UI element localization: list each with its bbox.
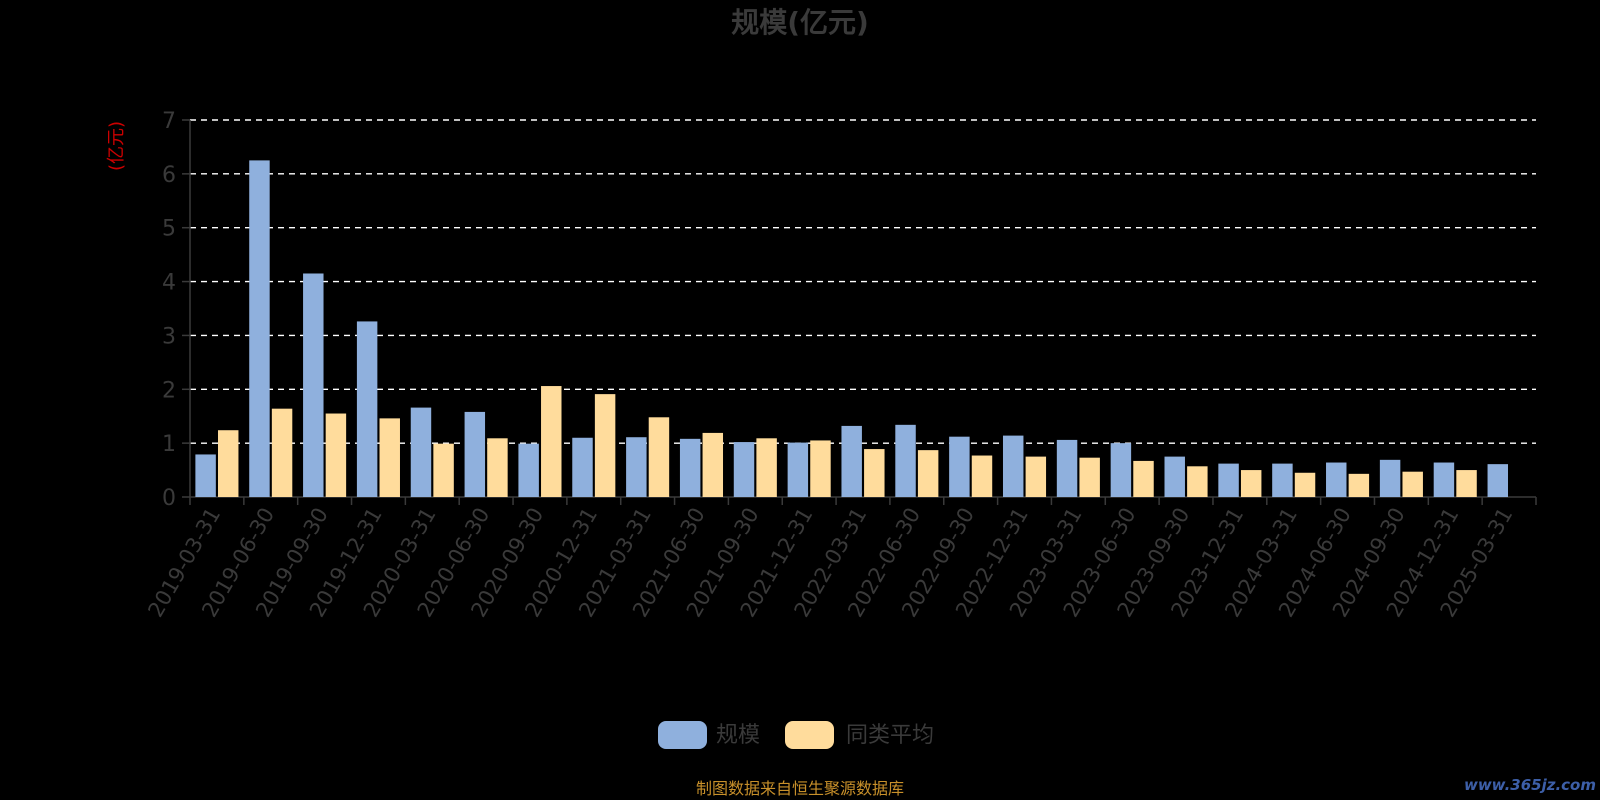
- bar-scale[interactable]: [195, 454, 216, 497]
- bar-peer-average[interactable]: [1240, 470, 1262, 497]
- bar-peer-average[interactable]: [971, 455, 993, 497]
- bar-peer-average[interactable]: [1456, 470, 1477, 497]
- bar-scale[interactable]: [572, 437, 593, 497]
- bar-scale[interactable]: [787, 442, 809, 497]
- legend-label-peer-average[interactable]: 同类平均: [846, 723, 934, 748]
- bar-scale[interactable]: [1218, 463, 1239, 497]
- bar-scale[interactable]: [1379, 459, 1401, 497]
- y-tick-label: 4: [162, 271, 176, 296]
- bar-peer-average[interactable]: [1133, 460, 1154, 497]
- bar-peer-average[interactable]: [1294, 472, 1316, 497]
- bar-peer-average[interactable]: [541, 386, 562, 497]
- x-axis-ticks: 2019-03-312019-06-302019-09-302019-12-31…: [143, 503, 1517, 621]
- legend-swatch-peer-average[interactable]: [785, 721, 834, 749]
- bar-peer-average[interactable]: [271, 408, 293, 497]
- bar-scale[interactable]: [949, 436, 970, 497]
- bar-peer-average[interactable]: [379, 418, 400, 497]
- bar-peer-average[interactable]: [487, 438, 508, 497]
- bar-scale[interactable]: [1002, 435, 1024, 497]
- y-tick-label: 3: [162, 324, 176, 349]
- bar-scale[interactable]: [733, 442, 755, 497]
- bar-peer-average[interactable]: [594, 394, 616, 497]
- bar-scale[interactable]: [1272, 463, 1293, 497]
- bar-scale[interactable]: [1487, 464, 1509, 497]
- bar-scale[interactable]: [1056, 439, 1078, 497]
- y-axis-ticks: 0 1 2 3 4 5 6 7: [162, 109, 176, 511]
- bar-scale[interactable]: [1110, 443, 1132, 497]
- legend-swatch-scale[interactable]: [658, 721, 707, 749]
- bar-scale[interactable]: [249, 160, 270, 497]
- bar-peer-average[interactable]: [917, 450, 939, 497]
- bar-peer-average[interactable]: [1025, 456, 1047, 497]
- chart-title: 规模(亿元): [731, 6, 869, 39]
- bar-peer-average[interactable]: [325, 413, 347, 497]
- bar-scale[interactable]: [518, 443, 539, 497]
- legend[interactable]: 规模 同类平均: [658, 721, 934, 749]
- bar-peer-average[interactable]: [1348, 473, 1370, 497]
- bar-scale[interactable]: [895, 424, 916, 497]
- bars: [195, 160, 1509, 497]
- bar-peer-average[interactable]: [864, 449, 885, 497]
- bar-scale[interactable]: [841, 425, 862, 497]
- bar-peer-average[interactable]: [1402, 471, 1423, 497]
- y-axis-unit-label: (亿元): [106, 121, 127, 171]
- y-tick-label: 2: [162, 378, 176, 403]
- watermark-logo: www.365jz.com: [1464, 776, 1596, 794]
- y-tick-label: 6: [162, 163, 176, 188]
- y-tick-label: 0: [162, 486, 176, 511]
- bar-peer-average[interactable]: [702, 432, 724, 497]
- bar-scale[interactable]: [626, 437, 647, 497]
- y-tick-label: 1: [162, 432, 176, 457]
- bar-scale[interactable]: [464, 411, 486, 497]
- bar-peer-average[interactable]: [433, 443, 454, 497]
- bar-peer-average[interactable]: [217, 430, 239, 497]
- bar-scale[interactable]: [1326, 462, 1347, 497]
- bar-peer-average[interactable]: [1187, 466, 1208, 497]
- legend-label-scale[interactable]: 规模: [716, 723, 760, 748]
- y-tick-label: 5: [162, 217, 176, 242]
- y-tick-label: 7: [162, 109, 176, 134]
- bar-peer-average[interactable]: [756, 438, 777, 497]
- bar-peer-average[interactable]: [1079, 457, 1100, 497]
- bar-peer-average[interactable]: [810, 440, 831, 497]
- bar-scale[interactable]: [1164, 456, 1185, 497]
- bar-peer-average[interactable]: [648, 417, 670, 497]
- bar-scale[interactable]: [1433, 462, 1455, 497]
- bar-scale[interactable]: [303, 273, 324, 497]
- bar-scale[interactable]: [356, 321, 378, 497]
- data-source-note: 制图数据来自恒生聚源数据库: [696, 779, 904, 798]
- bar-scale[interactable]: [410, 407, 432, 497]
- bar-scale[interactable]: [679, 438, 701, 497]
- grid-lines: [190, 119, 1536, 444]
